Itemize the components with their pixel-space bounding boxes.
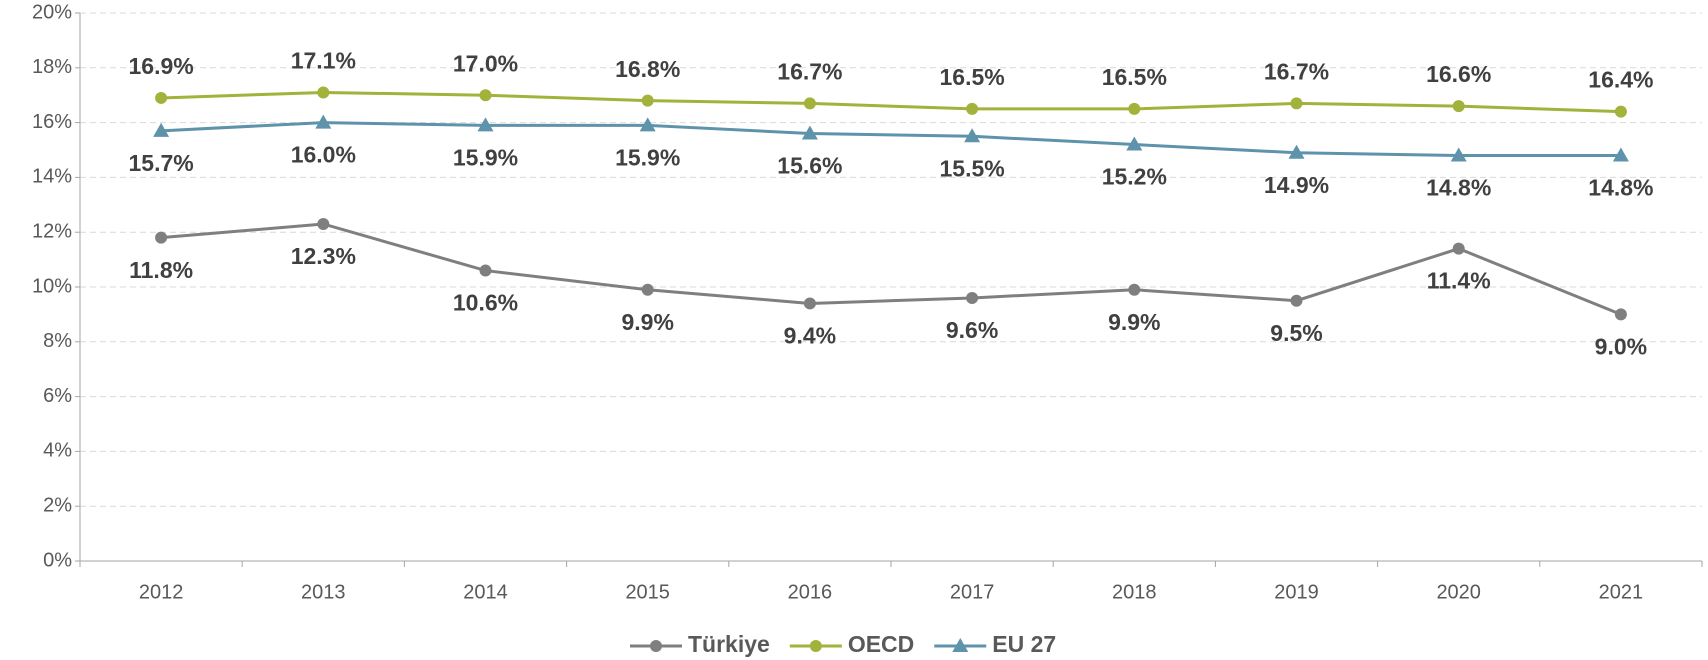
legend-label: EU 27 (992, 631, 1056, 657)
data-point (153, 122, 170, 137)
y-tick-label: 12% (32, 220, 72, 242)
data-label: 9.5% (1270, 320, 1322, 346)
x-tick-label: 2015 (625, 581, 670, 603)
data-point (641, 283, 654, 296)
y-tick-label: 6% (43, 385, 72, 407)
data-point (1288, 144, 1305, 159)
series-line (161, 121, 1621, 157)
data-label: 9.9% (621, 309, 673, 335)
data-label: 14.8% (1588, 175, 1653, 201)
data-point (641, 94, 654, 107)
data-label: 15.2% (1102, 164, 1167, 190)
data-point (317, 217, 330, 230)
data-label: 15.5% (939, 155, 1004, 181)
data-label: 16.7% (1264, 58, 1329, 84)
legend-marker (952, 638, 969, 652)
data-point (1612, 147, 1629, 162)
legend-label: OECD (848, 631, 914, 657)
data-label: 11.4% (1427, 268, 1491, 294)
data-label: 9.6% (946, 317, 998, 343)
data-point (315, 114, 332, 129)
data-point (964, 128, 981, 143)
data-point (1614, 308, 1627, 321)
legend-marker (809, 640, 822, 652)
x-tick-label: 2016 (788, 581, 833, 603)
data-label: 15.6% (777, 153, 842, 179)
data-point (479, 264, 492, 277)
data-point (317, 86, 330, 99)
data-label: 16.7% (777, 58, 842, 84)
legend-marker (650, 640, 662, 652)
data-point (1450, 147, 1467, 162)
data-label: 11.8% (129, 257, 193, 283)
data-label: 15.9% (453, 144, 518, 170)
data-label: 17.0% (453, 50, 518, 76)
data-point (803, 97, 816, 110)
y-tick-label: 8% (43, 330, 72, 352)
data-label: 12.3% (291, 243, 356, 269)
data-point (1290, 294, 1303, 307)
data-label: 9.9% (1108, 309, 1160, 335)
data-label: 9.4% (784, 323, 836, 349)
y-tick-label: 10% (32, 275, 72, 297)
data-point (155, 91, 168, 104)
series-line (160, 222, 1622, 316)
data-label: 16.5% (939, 64, 1004, 90)
legend-label: Türkiye (688, 631, 770, 657)
series-line (161, 90, 1621, 114)
data-point (1614, 105, 1627, 118)
data-point (1290, 97, 1303, 110)
y-tick-label: 20% (32, 1, 72, 23)
data-point (1126, 136, 1143, 151)
data-point (639, 117, 656, 132)
x-tick-label: 2018 (1112, 581, 1157, 603)
data-label: 14.9% (1264, 172, 1329, 198)
x-tick-label: 2013 (301, 581, 346, 603)
data-point (479, 89, 492, 102)
data-label: 15.7% (128, 150, 193, 176)
data-point (477, 117, 494, 132)
data-point (155, 231, 168, 244)
data-point (801, 125, 818, 140)
y-tick-label: 14% (32, 166, 72, 188)
data-label: 16.6% (1426, 61, 1491, 87)
x-tick-label: 2020 (1436, 581, 1481, 603)
x-tick-label: 2019 (1274, 581, 1319, 603)
y-tick-label: 0% (43, 549, 72, 571)
data-point (1128, 102, 1141, 115)
data-label: 16.8% (615, 56, 680, 82)
y-tick-label: 4% (43, 440, 72, 462)
data-label: 9.0% (1595, 333, 1647, 359)
y-tick-label: 16% (32, 111, 72, 133)
data-label: 16.9% (128, 53, 193, 79)
data-label: 16.5% (1102, 64, 1167, 90)
data-label: 10.6% (453, 290, 518, 316)
data-point (1452, 100, 1465, 113)
x-tick-label: 2017 (950, 581, 995, 603)
data-label: 16.4% (1588, 67, 1653, 93)
data-label: 15.9% (615, 144, 680, 170)
x-tick-label: 2012 (139, 581, 184, 603)
x-tick-label: 2014 (463, 581, 508, 603)
y-tick-label: 18% (32, 56, 72, 78)
data-point (803, 297, 816, 310)
data-label: 14.8% (1426, 175, 1491, 201)
data-point (1452, 242, 1465, 255)
data-point (966, 291, 979, 304)
x-tick-label: 2021 (1599, 581, 1644, 603)
data-label: 17.1% (291, 48, 356, 74)
data-point (966, 102, 979, 115)
data-point (1128, 283, 1141, 296)
y-tick-label: 2% (43, 494, 72, 516)
data-label: 16.0% (291, 142, 356, 168)
